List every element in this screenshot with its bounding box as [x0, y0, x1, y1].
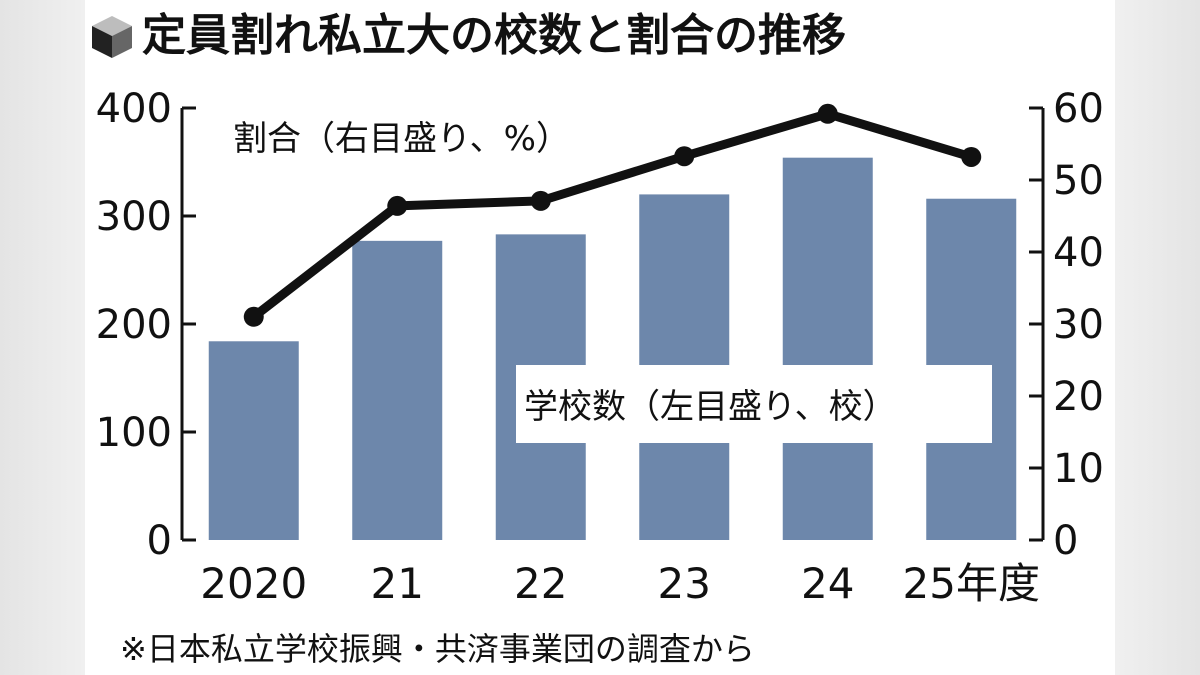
- ratio-point-2: [530, 190, 551, 211]
- right-tick-label-4: 40: [1053, 230, 1104, 276]
- line-series-label: 割合（右目盛り、%）: [233, 119, 570, 159]
- left-tick-label-4: 400: [96, 86, 172, 132]
- right-margin: [1115, 0, 1200, 675]
- axes: 0 100 200 300 400 0 10 20 30 40 50 60 2020 21 22 23 24 25…: [96, 86, 1104, 608]
- x-tick-label-4: 24: [801, 559, 854, 608]
- ratio-point-4: [817, 103, 838, 124]
- x-tick-label-0: 2020: [200, 559, 307, 608]
- x-tick-label-5: 25年度: [903, 559, 1040, 608]
- x-tick-label-1: 21: [371, 559, 424, 608]
- right-tick-label-5: 50: [1053, 158, 1104, 204]
- x-tick-label-3: 23: [658, 559, 711, 608]
- ratio-point-5: [961, 146, 982, 167]
- bar-series-label-box: [516, 365, 992, 443]
- ratio-point-3: [674, 146, 695, 167]
- bar-4: [782, 157, 873, 540]
- ratio-point-1: [387, 195, 408, 216]
- bar-0: [208, 341, 299, 540]
- ratio-line: [250, 109, 973, 321]
- bar-series-label-group: 学校数（左目盛り、校）: [516, 365, 992, 443]
- chart-title: 定員割れ私立大の校数と割合の推移: [142, 10, 846, 61]
- ratio-point-0: [243, 306, 264, 327]
- left-tick-label-1: 100: [96, 410, 172, 456]
- right-tick-label-0: 0: [1053, 518, 1078, 564]
- right-tick-label-3: 30: [1053, 302, 1104, 348]
- left-tick-label-0: 0: [147, 518, 172, 564]
- left-tick-label-2: 200: [96, 302, 172, 348]
- left-tick-label-3: 300: [96, 194, 172, 240]
- right-tick-label-1: 10: [1053, 446, 1104, 492]
- title-group: 定員割れ私立大の校数と割合の推移: [92, 10, 846, 61]
- line-series-label-group: 割合（右目盛り、%）: [233, 119, 570, 159]
- bar-series: [208, 157, 1017, 541]
- cube-icon: [92, 16, 132, 58]
- x-tick-label-2: 22: [514, 559, 567, 608]
- bar-1: [352, 240, 443, 540]
- bar-series-label: 学校数（左目盛り、校）: [524, 387, 897, 427]
- right-tick-label-2: 20: [1053, 374, 1104, 420]
- source-note: ※日本私立学校振興・共済事業団の調査から: [120, 630, 755, 668]
- right-tick-label-6: 60: [1053, 86, 1104, 132]
- left-margin: [0, 0, 85, 675]
- line-series: [243, 103, 982, 327]
